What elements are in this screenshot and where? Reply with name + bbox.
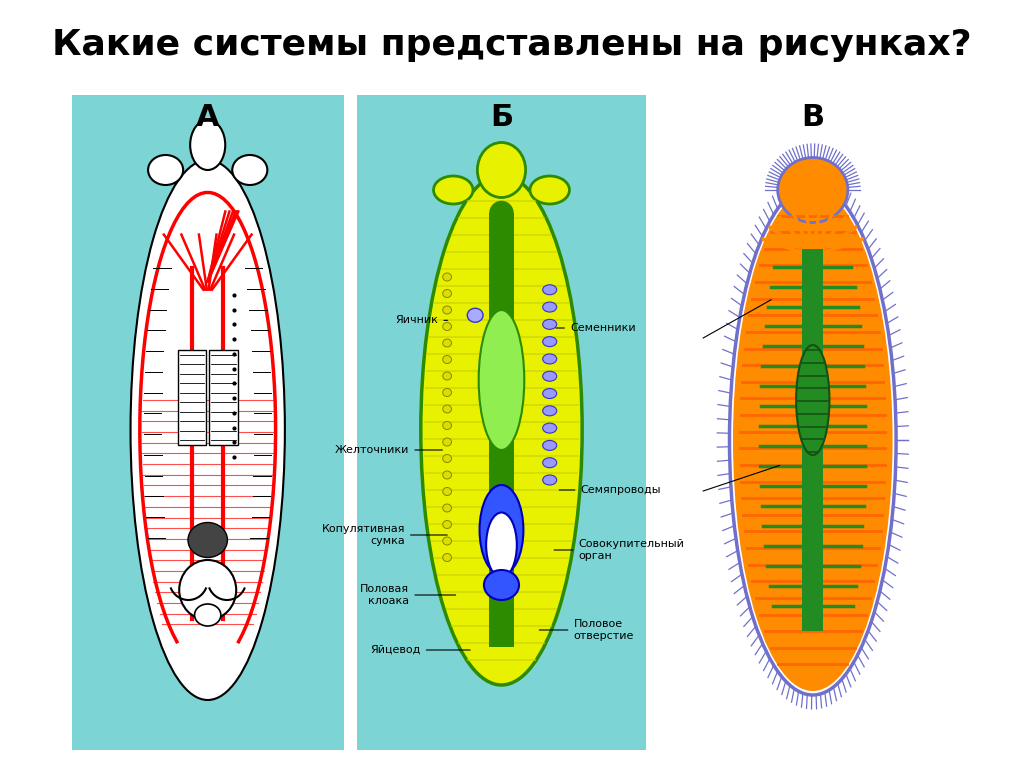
Ellipse shape	[442, 537, 452, 545]
Bar	[72, 95, 344, 750]
Ellipse shape	[179, 560, 237, 620]
Ellipse shape	[543, 389, 557, 399]
Ellipse shape	[442, 322, 452, 331]
Text: А: А	[196, 104, 219, 133]
Bar	[210, 350, 238, 445]
Ellipse shape	[421, 175, 583, 685]
Ellipse shape	[543, 423, 557, 433]
Ellipse shape	[486, 512, 517, 578]
Ellipse shape	[543, 354, 557, 364]
Text: В: В	[801, 104, 824, 133]
Bar	[802, 249, 823, 631]
Bar	[659, 95, 957, 750]
Ellipse shape	[442, 488, 452, 495]
Ellipse shape	[543, 458, 557, 468]
Ellipse shape	[479, 485, 523, 575]
Ellipse shape	[543, 440, 557, 450]
Ellipse shape	[442, 289, 452, 298]
Text: Совокупительный
орган: Совокупительный орган	[554, 539, 684, 561]
Ellipse shape	[442, 521, 452, 528]
Ellipse shape	[543, 406, 557, 416]
Text: Яичник: Яичник	[395, 315, 447, 325]
Text: Какие системы представлены на рисунках?: Какие системы представлены на рисунках?	[52, 28, 972, 62]
Ellipse shape	[530, 176, 569, 204]
Ellipse shape	[442, 306, 452, 314]
Text: Копулятивная
сумка: Копулятивная сумка	[322, 524, 447, 546]
Text: Семенники: Семенники	[556, 323, 636, 333]
Ellipse shape	[188, 522, 227, 558]
Ellipse shape	[733, 189, 893, 691]
Text: Желточники: Желточники	[335, 445, 442, 455]
Text: Половое
отверстие: Половое отверстие	[540, 619, 634, 640]
Bar	[356, 95, 646, 750]
Ellipse shape	[442, 339, 452, 347]
Ellipse shape	[489, 201, 514, 225]
Ellipse shape	[477, 143, 525, 197]
Ellipse shape	[195, 604, 221, 626]
Text: Яйцевод: Яйцевод	[371, 645, 470, 655]
Bar	[489, 213, 514, 647]
Ellipse shape	[442, 372, 452, 380]
Ellipse shape	[543, 285, 557, 295]
Text: Б: Б	[489, 104, 513, 133]
Ellipse shape	[442, 455, 452, 463]
Text: Семяпроводы: Семяпроводы	[559, 485, 660, 495]
Ellipse shape	[442, 405, 452, 413]
Ellipse shape	[484, 570, 519, 600]
Ellipse shape	[467, 308, 483, 322]
Ellipse shape	[130, 160, 285, 700]
Ellipse shape	[796, 345, 829, 455]
Ellipse shape	[442, 471, 452, 479]
Ellipse shape	[442, 355, 452, 364]
Ellipse shape	[543, 319, 557, 329]
Ellipse shape	[543, 371, 557, 381]
Ellipse shape	[442, 504, 452, 512]
Ellipse shape	[442, 438, 452, 446]
Text: Половая
клоака: Половая клоака	[360, 584, 456, 606]
Ellipse shape	[777, 157, 848, 222]
Bar	[178, 350, 206, 445]
Ellipse shape	[543, 337, 557, 347]
Ellipse shape	[148, 155, 183, 185]
Ellipse shape	[433, 176, 473, 204]
Ellipse shape	[442, 554, 452, 561]
Ellipse shape	[190, 120, 225, 170]
Ellipse shape	[232, 155, 267, 185]
Ellipse shape	[442, 273, 452, 281]
Ellipse shape	[442, 422, 452, 430]
Ellipse shape	[442, 389, 452, 397]
Ellipse shape	[543, 475, 557, 485]
Ellipse shape	[478, 310, 524, 450]
Ellipse shape	[543, 302, 557, 312]
